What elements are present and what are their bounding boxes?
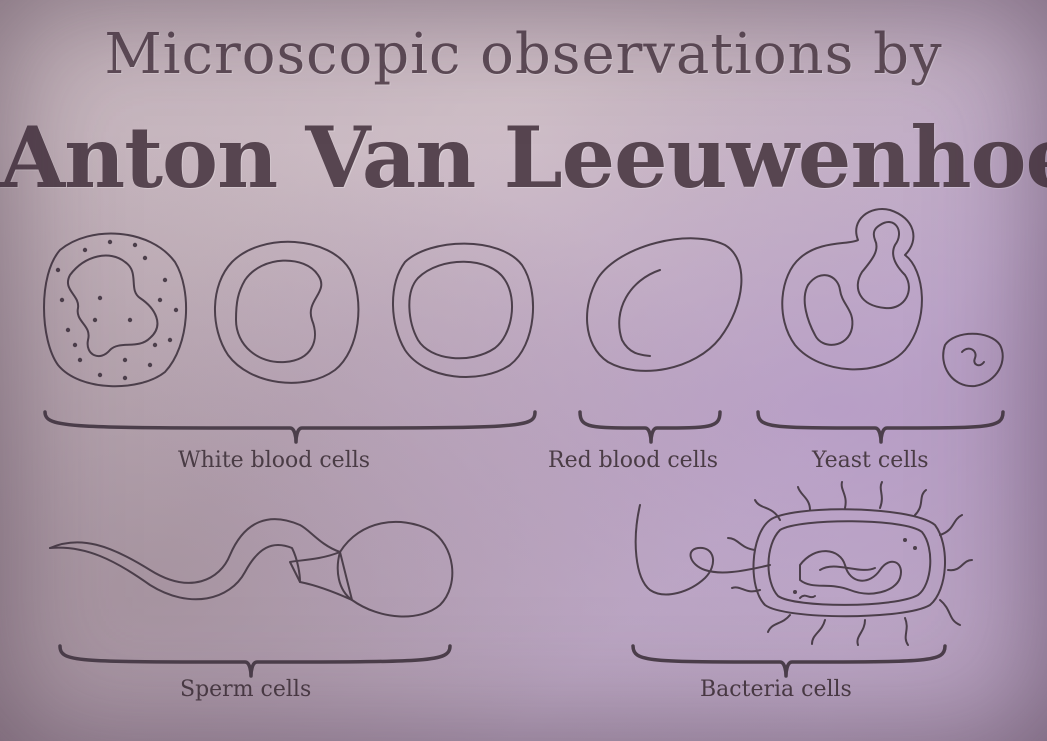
label-yeast-cells: Yeast cells xyxy=(812,448,929,473)
label-white-blood-cells: White blood cells xyxy=(178,448,371,473)
brace-yeast-cells xyxy=(756,410,1005,444)
white-blood-cell-monocyte xyxy=(213,240,360,384)
label-red-blood-cells: Red blood cells xyxy=(548,448,719,473)
white-blood-cell-lymphocyte xyxy=(392,242,534,378)
title-line-2: Anton Van Leeuwenhoek xyxy=(0,108,1047,207)
brace-bacteria-cells xyxy=(631,644,947,678)
yeast-cell-small xyxy=(942,332,1004,388)
label-bacteria-cells: Bacteria cells xyxy=(700,677,852,702)
white-blood-cell-granulocyte xyxy=(43,232,188,388)
red-blood-cell xyxy=(586,237,743,372)
bacteria-cell xyxy=(634,481,973,646)
sperm-cell xyxy=(49,518,454,618)
brace-white-blood-cells xyxy=(43,410,537,444)
label-sperm-cells: Sperm cells xyxy=(180,677,312,702)
title-line-1: Microscopic observations by xyxy=(104,22,943,87)
yeast-cell-budding xyxy=(781,208,923,371)
brace-red-blood-cells xyxy=(578,410,722,444)
brace-sperm-cells xyxy=(58,644,452,678)
granules xyxy=(55,239,179,381)
